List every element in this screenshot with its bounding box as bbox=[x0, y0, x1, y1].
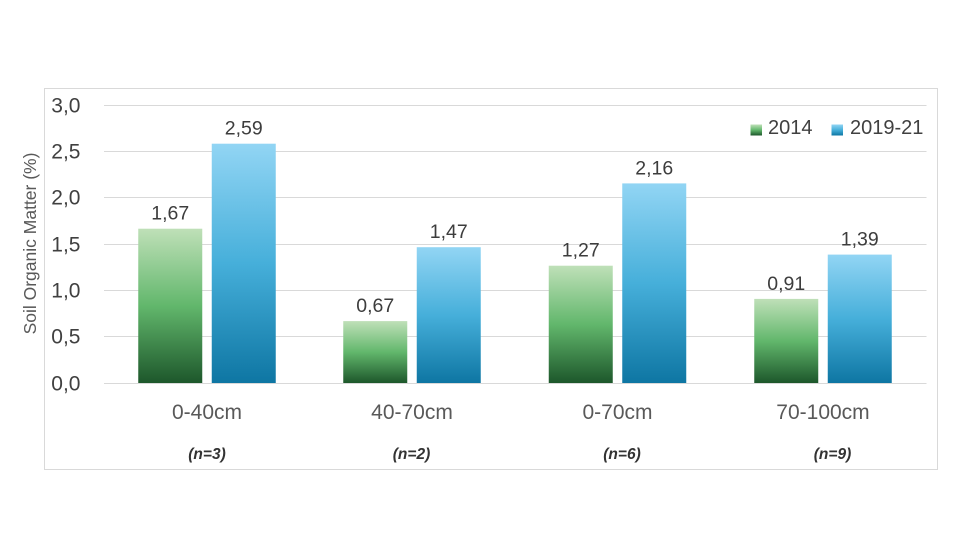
svg-text:0,91: 0,91 bbox=[767, 273, 805, 295]
svg-text:(n=3): (n=3) bbox=[188, 446, 225, 463]
svg-text:Soil Organic Matter (%): Soil Organic Matter (%) bbox=[20, 153, 40, 335]
svg-text:2,59: 2,59 bbox=[225, 118, 263, 140]
svg-text:0-70cm: 0-70cm bbox=[582, 401, 652, 424]
svg-text:1,0: 1,0 bbox=[51, 280, 80, 303]
svg-text:(n=9): (n=9) bbox=[814, 446, 851, 463]
svg-text:1,39: 1,39 bbox=[841, 229, 879, 251]
svg-text:0,67: 0,67 bbox=[356, 295, 394, 317]
svg-text:1,67: 1,67 bbox=[151, 203, 189, 225]
svg-text:1,5: 1,5 bbox=[51, 234, 80, 257]
svg-text:(n=2): (n=2) bbox=[393, 446, 430, 463]
svg-text:2,16: 2,16 bbox=[635, 157, 673, 179]
svg-text:0,5: 0,5 bbox=[51, 326, 80, 349]
svg-text:2,5: 2,5 bbox=[51, 141, 80, 164]
svg-text:2019-21: 2019-21 bbox=[850, 117, 923, 139]
svg-text:70-100cm: 70-100cm bbox=[776, 401, 869, 424]
svg-text:2,0: 2,0 bbox=[51, 187, 80, 210]
svg-text:1,27: 1,27 bbox=[562, 240, 600, 262]
svg-text:(n=6): (n=6) bbox=[603, 446, 640, 463]
svg-text:2014: 2014 bbox=[768, 117, 813, 139]
svg-text:0-40cm: 0-40cm bbox=[172, 401, 242, 424]
svg-text:0,0: 0,0 bbox=[51, 373, 80, 396]
svg-text:1,47: 1,47 bbox=[430, 221, 468, 243]
svg-text:40-70cm: 40-70cm bbox=[371, 401, 453, 424]
svg-text:3,0: 3,0 bbox=[51, 95, 80, 118]
